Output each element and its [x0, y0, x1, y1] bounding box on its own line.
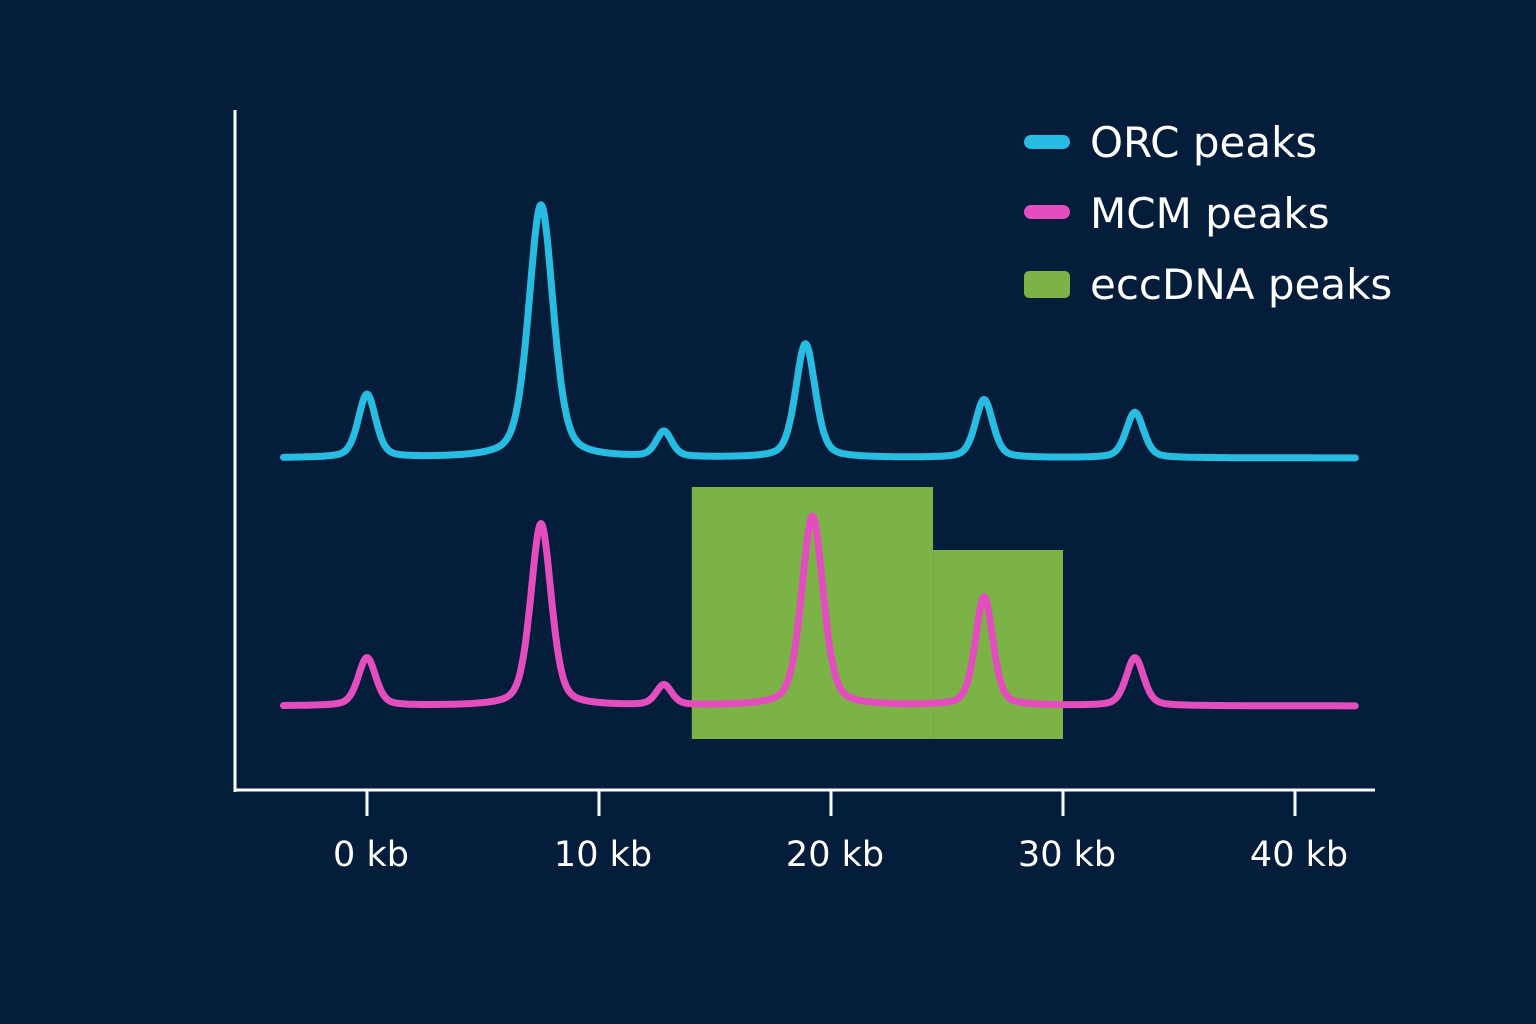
legend-label-orc: ORC peaks [1090, 118, 1317, 167]
legend-swatch-orc [1024, 135, 1070, 149]
orc-line [280, 201, 1359, 462]
eccdna-regions [691, 487, 1063, 739]
eccdna-region-0 [691, 487, 934, 739]
eccdna-region-1 [933, 550, 1063, 739]
x-tick-label-0: 0 kb [333, 835, 409, 875]
legend-swatch-mcm [1024, 205, 1070, 219]
x-tick-label-2: 20 kb [786, 835, 884, 875]
x-tick-label-4: 40 kb [1250, 835, 1348, 875]
x-tick-label-3: 30 kb [1018, 835, 1116, 875]
mcm-line [280, 512, 1359, 710]
legend: ORC peaks MCM peaks eccDNA peaks [1024, 118, 1392, 309]
signal-tracks [280, 201, 1359, 710]
x-tick-label-1: 10 kb [554, 835, 652, 875]
legend-swatch-eccdna [1024, 271, 1070, 298]
legend-label-eccdna: eccDNA peaks [1090, 260, 1392, 309]
legend-label-mcm: MCM peaks [1090, 189, 1330, 238]
x-ticks: 0 kb 10 kb 20 kb 30 kb 40 kb [333, 790, 1348, 875]
